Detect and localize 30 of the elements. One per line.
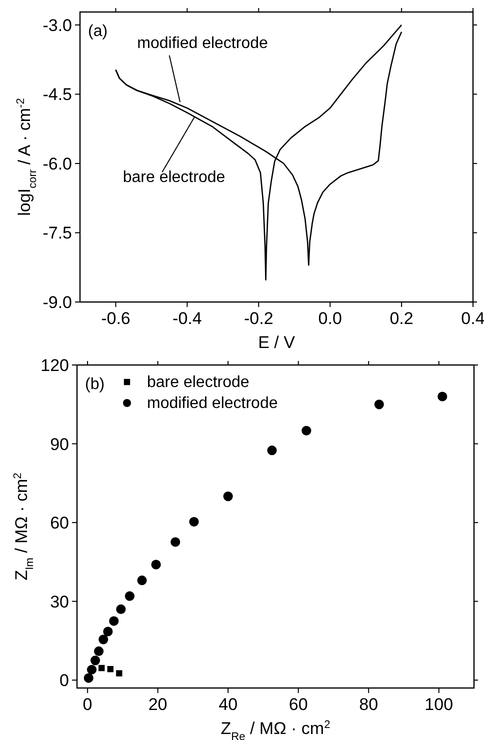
y-tick-label: -3.0 <box>42 16 72 35</box>
x-tick-label: 0.4 <box>461 309 484 328</box>
x-axis-title: Z$_{Re}$ / MΩ · cm$^{2}$ <box>220 719 330 740</box>
x-tick-label: 20 <box>148 695 168 714</box>
x-tick-label: -0.2 <box>244 309 274 328</box>
x-tick-label: 100 <box>424 695 454 714</box>
annotation: (b) <box>85 376 105 393</box>
x-tick-label: -0.6 <box>101 309 130 328</box>
y-tick-label: -6.0 <box>42 154 72 174</box>
x-tick-label: -0.4 <box>172 309 202 328</box>
x-tick-label: 60 <box>288 695 308 714</box>
x-tick-label: 0.0 <box>318 309 342 328</box>
annotation: (a) <box>88 23 108 40</box>
y-tick-label: -9.0 <box>42 293 72 312</box>
y-tick-label: -4.5 <box>42 85 72 104</box>
x-tick-label: 0 <box>82 695 92 714</box>
x-tick-label: 0.2 <box>390 309 414 328</box>
y-tick-label: 90 <box>50 434 69 454</box>
x-tick-label: 80 <box>359 695 378 714</box>
legend-label: modified electrode <box>147 395 278 412</box>
series-label: modified electrode <box>137 35 268 52</box>
x-tick-label: 40 <box>218 695 238 714</box>
series-label: bare electrode <box>122 168 226 186</box>
y-tick-label: 30 <box>50 592 69 612</box>
x-axis-title: E / V <box>258 333 296 352</box>
y-tick-label: 0 <box>60 671 69 690</box>
legend-label: bare electrode <box>147 374 250 391</box>
y-tick-label: 120 <box>40 356 69 375</box>
y-tick-label: -7.5 <box>42 224 72 243</box>
y-tick-label: 60 <box>50 514 69 533</box>
